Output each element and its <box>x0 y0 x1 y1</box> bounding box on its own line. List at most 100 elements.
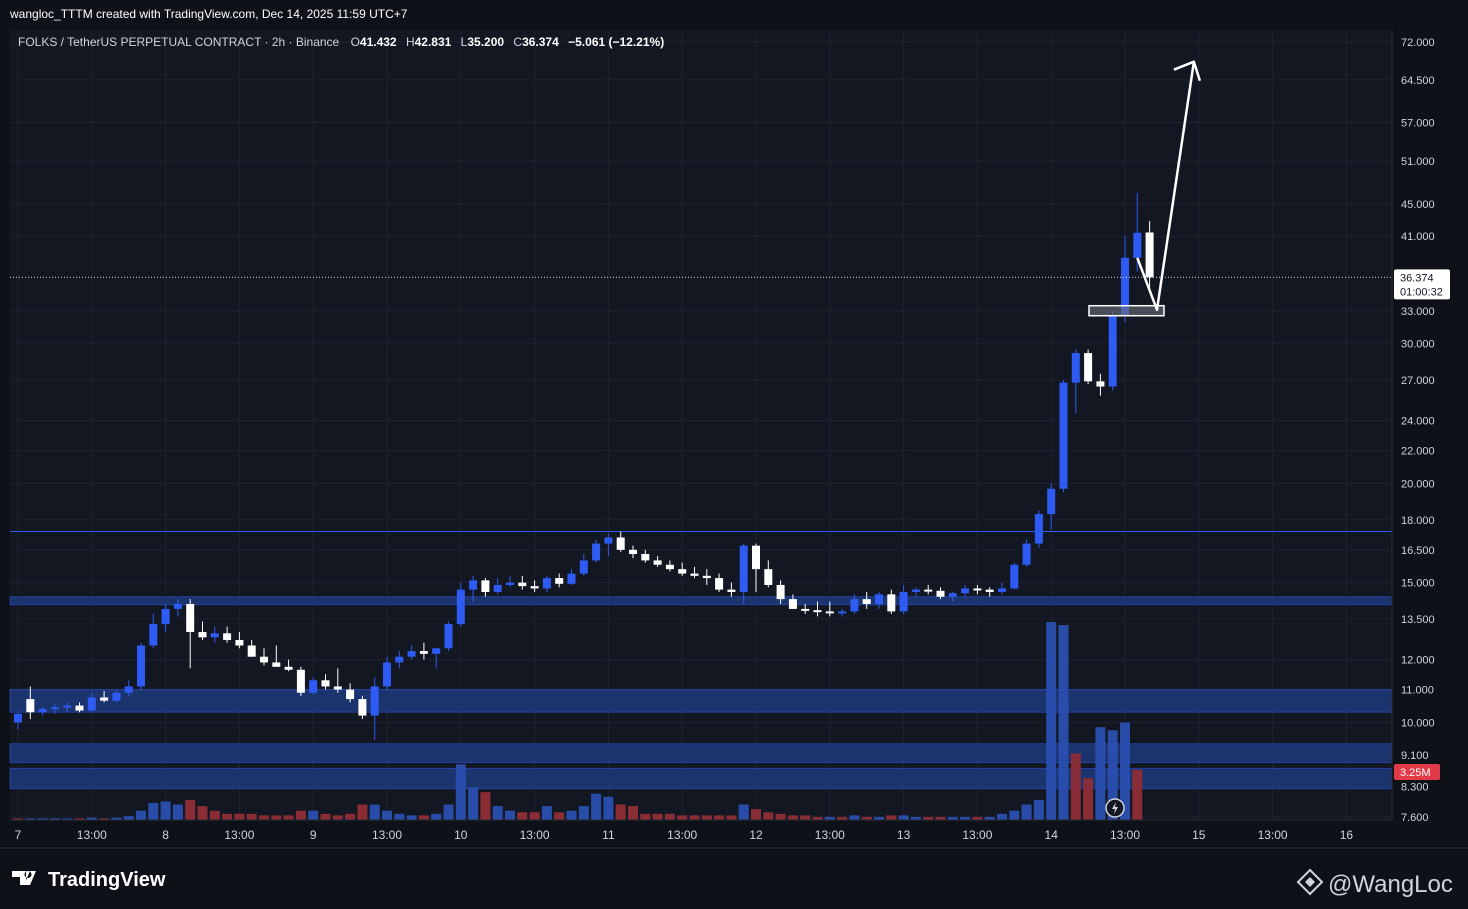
volume-bar <box>1009 810 1020 820</box>
candle-body <box>1034 514 1043 544</box>
candle <box>210 626 219 643</box>
volume-bar <box>738 804 749 820</box>
candle-body <box>296 669 305 693</box>
candle <box>776 580 785 604</box>
volume-bar <box>689 815 700 820</box>
ohlc-c-value: 36.374 <box>522 35 559 49</box>
annotation <box>10 60 1392 818</box>
candle-body <box>1096 381 1105 387</box>
candle-body <box>985 589 994 592</box>
candle <box>715 573 724 592</box>
candle <box>1084 349 1093 384</box>
volume-bar <box>640 813 651 820</box>
volume-bar <box>160 801 171 820</box>
candle <box>1047 483 1056 530</box>
candle <box>998 582 1006 595</box>
price-tick-label: 8.300 <box>1401 782 1429 794</box>
candle <box>911 587 920 597</box>
volume-bar <box>123 816 134 820</box>
volume-bar <box>136 810 146 820</box>
plot-area[interactable] <box>10 30 1392 820</box>
candle <box>875 591 883 609</box>
tradingview-logo[interactable]: TradingView <box>12 869 166 891</box>
candle <box>936 587 945 600</box>
candle <box>14 712 22 730</box>
candle-body <box>407 651 416 657</box>
volume-bar <box>1132 769 1143 820</box>
volume-bar <box>99 818 110 820</box>
price-axis[interactable]: 72.000 64.500 57.000 51.000 45.000 41.000 33.0… <box>1391 30 1450 824</box>
volume-bar <box>578 806 589 820</box>
volume-bar <box>1021 804 1032 820</box>
candle-body <box>616 537 625 550</box>
candle-body <box>862 599 871 604</box>
candle-body <box>542 578 551 589</box>
candle-body <box>678 569 687 574</box>
time-axis[interactable]: 7 13:00 8 13:00 9 13:00 10 13:00 11 13:00 12 13:00 1… <box>0 819 1468 849</box>
ohlc-h-label: H <box>406 35 415 49</box>
ohlc-l-value: 35.200 <box>467 35 504 49</box>
candle-body <box>358 699 367 716</box>
volume-bar <box>25 818 36 820</box>
time-tick-label: 16 <box>1340 828 1354 842</box>
volume-bar <box>554 812 565 820</box>
candle <box>629 545 637 559</box>
volume-bar <box>837 816 848 820</box>
candle-body <box>149 624 158 646</box>
arrow-path <box>1136 61 1196 312</box>
candle-body <box>50 707 59 710</box>
volume-bar <box>1095 727 1106 820</box>
candle <box>616 531 625 552</box>
volume-bar <box>394 813 405 820</box>
volume-bar <box>197 806 208 820</box>
time-tick-label: 14 <box>1045 828 1059 842</box>
candle <box>518 575 527 590</box>
candle <box>924 584 933 595</box>
volume-bar <box>726 815 737 820</box>
candle-body <box>456 589 465 625</box>
candle <box>284 659 293 672</box>
candle <box>727 582 736 597</box>
candle <box>1145 221 1154 289</box>
watermark-text: @WangLoc <box>1328 871 1453 898</box>
candle <box>653 556 662 567</box>
volume-bar <box>972 816 983 820</box>
volume-bar <box>615 804 626 820</box>
volume-bar <box>148 802 159 820</box>
time-tick-label: 11 <box>602 828 615 842</box>
volume-bar <box>541 806 552 820</box>
time-tick-label: 15 <box>1192 828 1206 842</box>
candle-body <box>87 697 96 711</box>
candle <box>358 695 367 719</box>
candle-body <box>395 656 404 663</box>
candle <box>678 562 687 576</box>
candle <box>137 642 145 690</box>
volume-bar <box>246 813 257 820</box>
candle <box>739 543 748 604</box>
volume-bar <box>480 792 491 820</box>
entry-box <box>1088 304 1165 317</box>
volume-bar <box>763 812 774 820</box>
time-tick-label: 8 <box>162 828 169 842</box>
candle-body <box>419 651 428 654</box>
candle-body <box>838 611 847 614</box>
candle-body <box>604 537 613 544</box>
candle <box>1034 510 1043 548</box>
candle-body <box>112 692 121 701</box>
candle <box>542 575 551 592</box>
candle-body <box>346 689 355 700</box>
last-price-label-bg <box>1394 269 1450 300</box>
candle-body <box>75 705 84 711</box>
candle-body <box>210 633 219 638</box>
price-tick-label: 7.600 <box>1401 812 1429 824</box>
candle <box>1108 310 1117 391</box>
candle <box>75 702 84 713</box>
volume-bar <box>185 799 196 820</box>
volume-bar <box>664 813 675 820</box>
volume-bar <box>1083 778 1094 820</box>
candle <box>801 603 810 614</box>
candle-body <box>665 564 674 570</box>
volume-bar <box>652 813 663 820</box>
candle <box>247 640 256 657</box>
